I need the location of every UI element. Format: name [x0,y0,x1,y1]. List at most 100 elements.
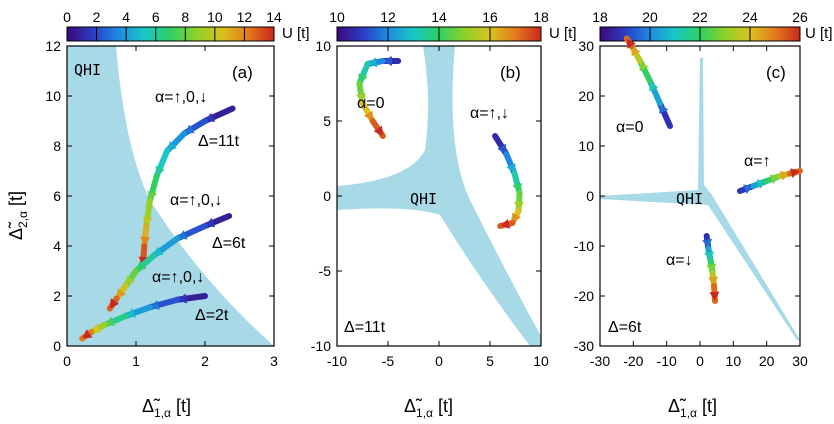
series-arrow [82,329,93,339]
colorbar-tick-label: 10 [329,9,345,25]
colorbar-tick-label: 16 [482,9,498,25]
x-tick-label: -20 [623,353,643,369]
x-tick-label: -30 [590,353,610,369]
x-tick-label: 1 [132,353,140,369]
series-arrow [167,141,177,151]
x-tick-label: -5 [382,353,395,369]
x-tick-label: 10 [726,353,742,369]
y-tick-label: -10 [311,338,331,354]
colorbar-label: U [t] [805,25,833,42]
x-axis-label: Δ̃1,α [t] [142,396,191,420]
series-arrow [708,276,719,286]
series-arrow [125,275,135,286]
colorbar-tick-label: 14 [431,9,447,25]
y-tick-label: 10 [45,88,61,104]
annotation: α=↑ [744,153,771,170]
colorbar-label: U [t] [282,25,310,42]
series-arrow [177,293,187,304]
colorbar-tick-label: 8 [181,9,189,25]
y-tick-label: 6 [53,188,61,204]
x-tick-label: 30 [792,353,808,369]
x-tick-label: 20 [759,353,775,369]
y-tick-label: 5 [323,113,331,129]
panel-label: (c) [766,63,786,82]
colorbar-tick-label: 24 [742,9,758,25]
series-arrow [497,143,507,154]
annotation: α=↓ [666,252,693,269]
series-arrow [153,246,164,256]
colorbar-ticks: 0 2 4 6 8 10 12 14 [63,9,282,41]
y-tick-label: -10 [574,238,594,254]
y-tick-label: 0 [586,188,594,204]
series-arrow [116,288,126,299]
colorbar-tick-label: 22 [692,9,708,25]
y-tick-label: 20 [578,88,594,104]
colorbar-tick-label: 12 [237,9,253,25]
annotation: Δ=11t [198,133,240,150]
y-tick-label: 2 [53,288,61,304]
series-arrow [514,201,525,211]
series-arrow [709,291,720,301]
series-group [79,105,236,342]
series-arrow [356,93,367,103]
annotation: Δ=11t [344,319,386,336]
qhi-region [600,58,800,340]
colorbar-tick-label: 6 [152,9,160,25]
y-tick-label: 10 [578,138,594,154]
series-group [623,35,803,304]
x-axis-label: Δ̃1,α [t] [404,396,453,420]
annotation: α=↑,0,↓ [170,192,222,209]
x-tick-label: -10 [657,353,677,369]
x-tick-label: 0 [63,353,71,369]
series-arrow [140,236,151,246]
y-axis-label: Δ̃2,α [t] [6,191,30,240]
y-tick-label: 8 [53,138,61,154]
annotation: α=↑,↓ [470,105,509,122]
series-arrow [790,168,800,179]
annotation: α=↑,0,↓ [155,89,207,106]
qhi-region [67,46,274,346]
y-tick-label: -5 [319,263,332,279]
region-label: QHI [410,190,437,208]
annotation: Δ=2t [195,307,229,324]
panel-c: 18 20 22 24 26 U [t] -30 -20 -10 0 10 20 30-30-20-… [574,9,833,420]
colorbar-tick-label: 20 [642,9,658,25]
colorbar-tick-label: 2 [93,9,101,25]
series-arrow [136,261,147,271]
series-arrow [702,238,713,249]
y-tick-label: -30 [574,338,594,354]
axis-ticks: -10 -5 0 5 10 -10 -5 0 5 10 [311,38,549,369]
x-tick-label: 0 [696,353,704,369]
x-tick-label: 2 [201,353,209,369]
region-label: QHI [74,61,101,79]
colorbar-tick-label: 26 [792,9,808,25]
x-tick-label: 5 [486,353,494,369]
series-arrow [500,219,511,229]
axis-ticks: -30 -20 -10 0 10 20 30 -30 -20 -10 0 10 20 30 [574,38,808,369]
x-axis-label: Δ̃1,α [t] [668,396,717,420]
annotation: α=0 [616,119,644,136]
x-tick-label: 10 [533,353,549,369]
qhi-region [337,46,541,346]
colorbar-label: U [t] [549,25,577,42]
annotation: α=↑,0,↓ [152,269,204,286]
panel-label: (a) [232,63,253,82]
series-arrow [706,263,717,274]
x-tick-label: 3 [270,353,278,369]
annotation: α=0 [357,95,385,112]
colorbar-tick-label: 4 [122,9,130,25]
series-arrow [142,216,153,226]
colorbar-ticks: 10 12 14 16 18 [329,9,549,41]
colorbar [66,26,275,42]
series-arrow [184,124,195,134]
series-arrow [626,38,636,49]
y-tick-label: 4 [53,238,61,254]
colorbar-tick-label: 0 [63,9,71,25]
series-arrow [512,212,521,223]
x-tick-label: 0 [435,353,443,369]
colorbar-ticks: 18 20 22 24 26 [592,9,808,41]
